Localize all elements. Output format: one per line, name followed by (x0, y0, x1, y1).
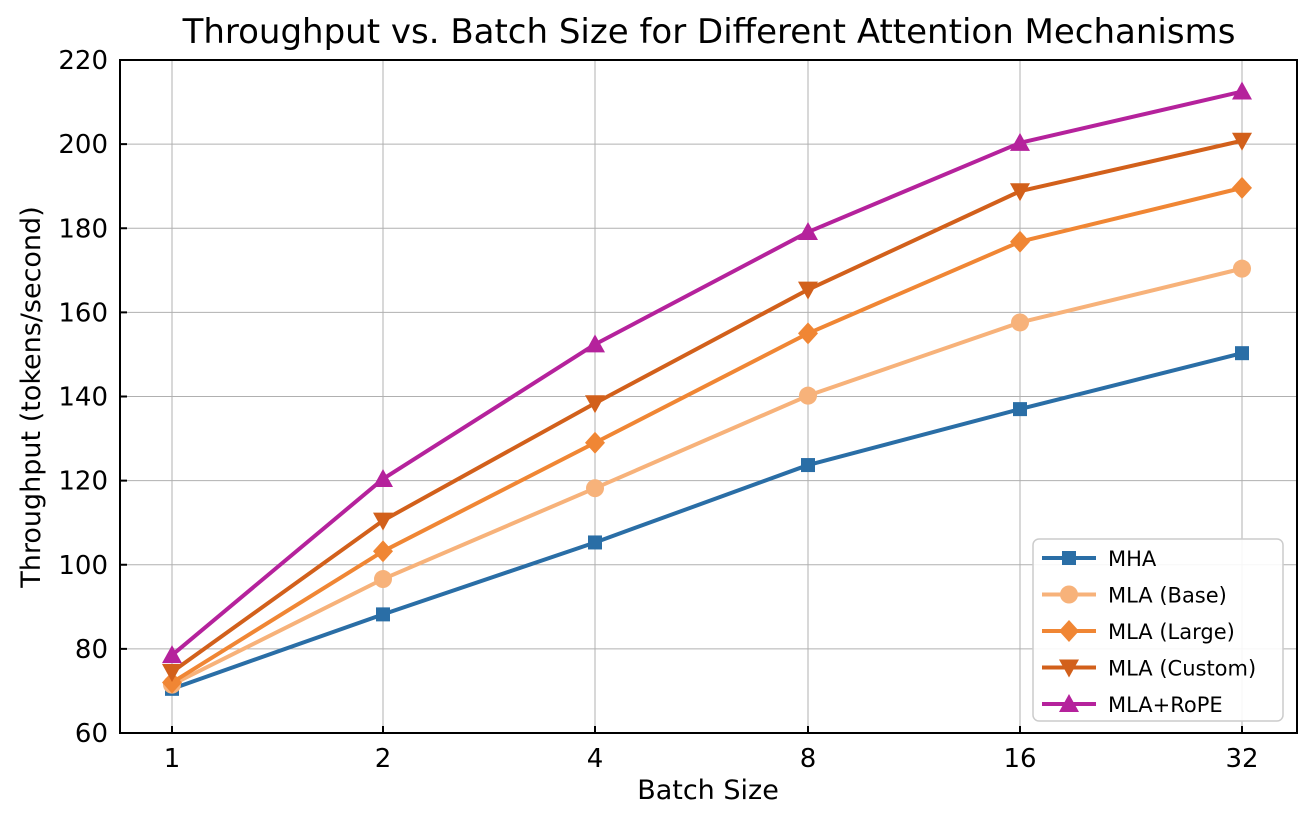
series-1 (163, 259, 1251, 694)
data-point (374, 570, 392, 589)
legend-item: MLA+RoPE (1042, 693, 1223, 717)
y-tick-label: 120 (58, 467, 108, 497)
data-point (1235, 346, 1249, 361)
legend-item: MLA (Custom) (1042, 657, 1256, 681)
data-point (373, 512, 393, 531)
y-tick-label: 220 (58, 46, 108, 76)
data-point (1010, 230, 1030, 253)
legend-item: MLA (Base) (1042, 584, 1227, 608)
y-tick-label: 180 (58, 214, 108, 244)
data-point (585, 395, 605, 414)
y-tick-label: 160 (58, 298, 108, 328)
data-point (162, 664, 182, 683)
legend-marker (1059, 694, 1079, 712)
data-point (373, 540, 393, 563)
y-tick-label: 80 (75, 635, 108, 665)
data-point (801, 458, 815, 473)
data-point (373, 468, 393, 487)
legend-box (1032, 538, 1284, 722)
legend-marker (1059, 659, 1079, 678)
grid-lines (120, 59, 1297, 734)
series-line (170, 138, 1243, 674)
data-point (1232, 132, 1252, 151)
data-point (162, 645, 182, 664)
data-point (798, 281, 818, 300)
x-tick-label: 16 (1003, 744, 1036, 774)
data-point (798, 222, 818, 241)
y-tick-label: 60 (75, 719, 108, 749)
series-line (170, 185, 1243, 685)
legend-label: MLA (Custom) (1108, 657, 1256, 681)
x-tick-label: 8 (800, 744, 817, 774)
x-tick-label: 2 (375, 744, 392, 774)
y-tick-label: 200 (58, 130, 108, 160)
x-axis-label: Batch Size (637, 775, 779, 806)
legend-marker (1062, 551, 1076, 565)
legend-marker (1059, 620, 1079, 642)
data-point (1232, 176, 1252, 199)
data-point (1232, 81, 1252, 100)
data-point (799, 386, 817, 405)
legend: MHA MLA (Base) MLA (Large) MLA (Custom) MLA+… (1032, 538, 1284, 722)
series-line (171, 266, 1243, 687)
y-tick-label: 100 (58, 551, 108, 581)
data-point (588, 535, 602, 550)
legend-label: MHA (1108, 547, 1157, 571)
data-point (1233, 259, 1251, 278)
legend-label: MLA (Base) (1108, 584, 1227, 608)
data-point (798, 322, 818, 345)
chart-title: Throughput vs. Batch Size for Different … (182, 12, 1236, 52)
data-point (162, 671, 182, 694)
series-layer (162, 81, 1252, 696)
series-3 (162, 132, 1252, 683)
x-tick-label: 32 (1225, 744, 1258, 774)
legend-label: MLA+RoPE (1108, 693, 1223, 717)
series-4 (162, 81, 1252, 664)
legend-label: MLA (Large) (1108, 620, 1235, 644)
series-2 (162, 176, 1252, 694)
legend-item: MLA (Large) (1042, 620, 1235, 644)
legend-marker (1060, 585, 1078, 604)
data-point (376, 607, 390, 622)
data-point (585, 431, 605, 454)
data-point (1011, 313, 1029, 332)
data-point (585, 334, 605, 353)
series-line (171, 351, 1243, 691)
axis-ticks: 1 2 4 8 16 32 60 80 100 120 140 160 180 200 220 (58, 46, 1258, 774)
data-point (1010, 132, 1030, 151)
y-tick-label: 140 (58, 383, 108, 413)
data-point (1013, 402, 1027, 417)
data-point (1010, 183, 1030, 202)
x-tick-label: 4 (587, 744, 604, 774)
series-line (170, 89, 1243, 657)
x-tick-label: 1 (164, 744, 181, 774)
y-axis-label: Throughput (tokens/second) (16, 206, 47, 588)
data-point (586, 479, 604, 498)
legend-item: MHA (1042, 547, 1157, 571)
